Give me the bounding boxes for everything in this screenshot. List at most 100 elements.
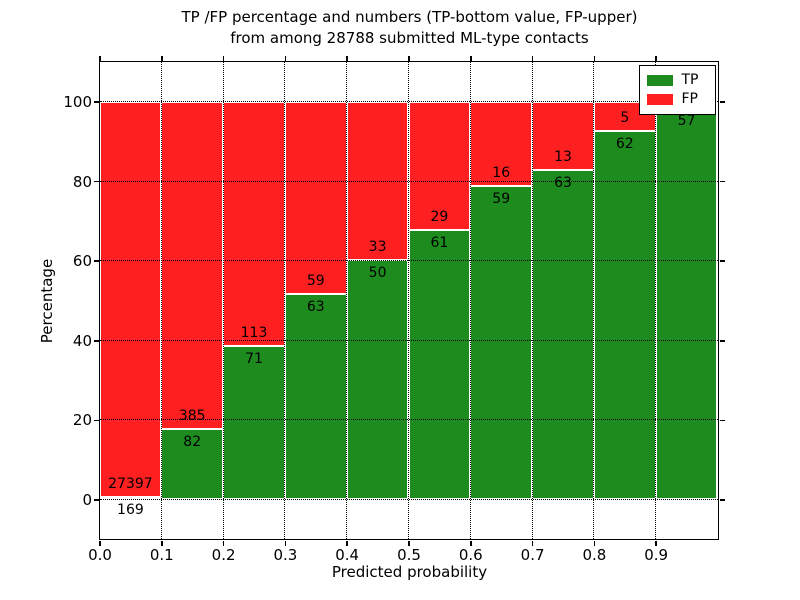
vertical-gridline (160, 61, 162, 539)
chart-title-line2: from among 28788 submitted ML-type conta… (230, 29, 589, 47)
bar-segment-tp (655, 108, 718, 500)
tp-count-label: 63 (554, 174, 572, 191)
y-tick-mark-right (719, 340, 725, 342)
y-tick-mark (93, 419, 99, 422)
y-tick-label: 20 (72, 411, 92, 430)
x-tick-mark-top (531, 55, 534, 61)
tp-count-label: 62 (615, 136, 634, 153)
x-tick-mark (161, 540, 163, 546)
tp-count-label: 63 (306, 299, 325, 316)
bar-segment-tp (223, 345, 285, 500)
vertical-gridline (222, 61, 224, 539)
y-tick-label: 100 (63, 93, 92, 111)
x-tick-label: 0.2 (211, 546, 236, 564)
tp-count-label: 57 (677, 113, 696, 130)
fp-count-label: 385 (178, 408, 206, 425)
y-tick-mark (93, 340, 99, 342)
bar-segment-tp (532, 169, 594, 500)
x-tick-mark (470, 540, 472, 546)
vertical-gridline (593, 61, 595, 539)
x-tick-mark (222, 540, 225, 546)
x-tick-mark-top (408, 55, 410, 61)
vertical-gridline (284, 61, 286, 539)
x-tick-label: 0.1 (149, 546, 174, 564)
bar-segment-tp (346, 259, 409, 500)
y-tick-mark (93, 260, 99, 262)
tp-legend-label: TP (681, 72, 699, 88)
x-tick-label: 0.6 (458, 546, 483, 564)
y-tick-mark-right (719, 260, 725, 262)
legend: TP FP (638, 64, 716, 115)
x-tick-mark (284, 540, 287, 546)
bar-segment-tp (161, 429, 224, 500)
y-tick-mark (93, 180, 99, 183)
x-tick-mark-top (593, 55, 596, 61)
x-tick-mark-top (99, 55, 101, 61)
y-tick-mark (93, 101, 99, 103)
chart-title-line1: TP /FP percentage and numbers (TP-bottom… (181, 8, 638, 26)
y-tick-mark-right (719, 419, 725, 422)
tp-count-label: 71 (245, 350, 263, 367)
tp-count-label: 82 (183, 434, 202, 451)
x-axis-label: Predicted probability (331, 563, 488, 581)
bar-segment-fp (532, 101, 594, 170)
x-tick-mark-top (655, 55, 657, 61)
vertical-gridline (408, 61, 409, 539)
bar-segment-tp (593, 131, 656, 500)
fp-count-label: 59 (306, 273, 325, 290)
y-tick-mark-right (719, 101, 725, 103)
x-tick-label: 0.8 (582, 546, 607, 564)
y-tick-label: 40 (72, 331, 92, 350)
vertical-gridline (346, 61, 348, 539)
x-tick-mark (593, 540, 596, 546)
x-tick-mark-top (284, 55, 287, 61)
x-tick-mark (531, 540, 534, 546)
tp-legend-swatch (646, 74, 673, 86)
legend-entry-tp: TP (646, 71, 715, 90)
fp-count-label: 29 (430, 208, 449, 225)
fp-count-label: 113 (240, 324, 268, 341)
fp-legend-label: FP (681, 91, 699, 107)
x-tick-mark (655, 540, 657, 546)
x-tick-label: 0.9 (644, 546, 669, 564)
tp-count-label: 169 (117, 502, 144, 519)
legend-entry-fp: FP (646, 90, 715, 109)
fp-count-label: 5 (620, 110, 630, 127)
x-tick-mark-top (222, 55, 225, 61)
x-tick-label: 0.0 (88, 546, 112, 564)
y-tick-label: 0 (82, 491, 92, 509)
fp-count-label: 27397 (108, 476, 153, 493)
bar-segment-fp (99, 101, 162, 498)
x-tick-mark (408, 540, 410, 546)
x-tick-mark-top (161, 55, 163, 61)
fp-count-label: 13 (554, 148, 572, 165)
y-tick-label: 80 (72, 172, 92, 191)
x-tick-mark (99, 540, 101, 546)
x-tick-label: 0.5 (397, 546, 421, 564)
x-tick-mark-top (346, 55, 348, 61)
y-tick-mark-right (719, 499, 725, 501)
y-tick-label: 60 (72, 252, 92, 271)
tp-count-label: 59 (492, 191, 511, 208)
x-tick-label: 0.3 (273, 546, 298, 564)
vertical-gridline (469, 61, 471, 539)
bar-segment-tp (408, 229, 471, 500)
bar-segment-fp (284, 101, 347, 295)
bar-segment-tp (470, 186, 533, 500)
y-tick-mark (93, 499, 99, 501)
vertical-gridline (655, 61, 657, 539)
tp-count-label: 50 (368, 264, 387, 281)
plot-area: TP FP 27397 169 385 82 113 71 59 63 33 50 29 61 16 59… (98, 60, 719, 540)
y-tick-mark-right (719, 180, 725, 183)
x-tick-mark (346, 540, 348, 546)
x-tick-label: 0.7 (520, 546, 545, 564)
x-tick-label: 0.4 (335, 546, 360, 564)
fp-count-label: 33 (368, 238, 387, 255)
bar-segment-tp (284, 294, 347, 500)
x-tick-mark-top (470, 55, 472, 61)
fp-legend-swatch (646, 93, 673, 105)
vertical-gridline (531, 61, 533, 539)
tp-count-label: 61 (430, 234, 449, 251)
chart-title: TP /FP percentage and numbers (TP-bottom… (99, 7, 720, 49)
